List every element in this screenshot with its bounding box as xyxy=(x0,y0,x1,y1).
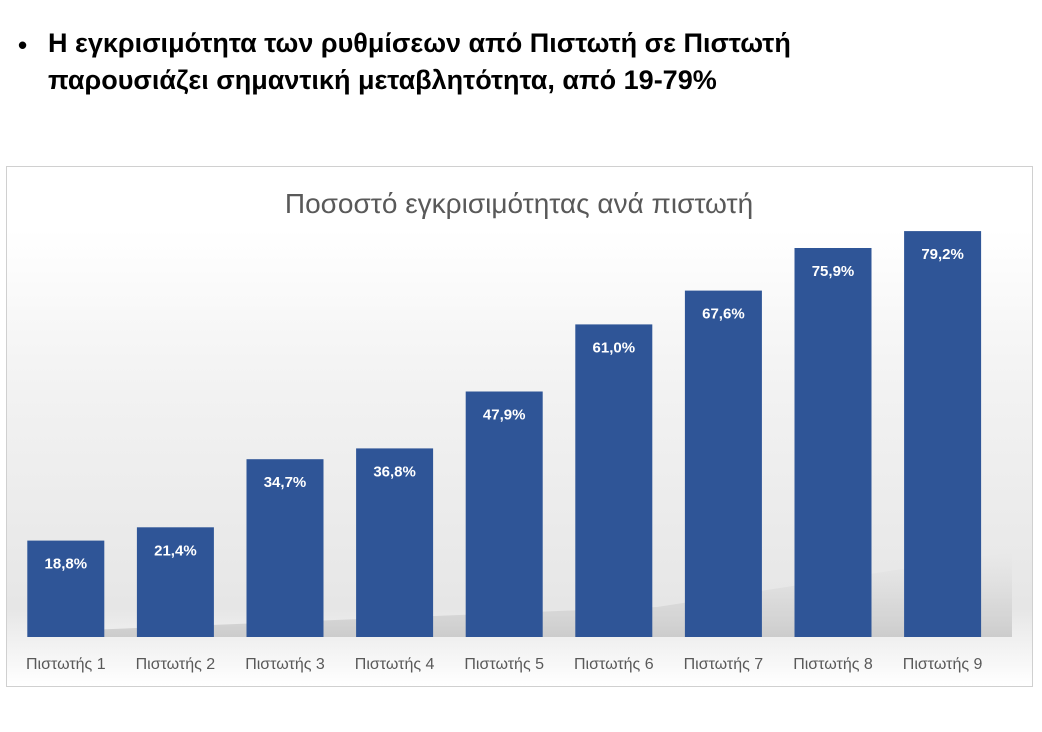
category-label-7: Πιστωτής 7 xyxy=(684,656,764,673)
bar-chart: Ποσοστό εγκρισιμότητας ανά πιστωτή 18,8%… xyxy=(26,188,1012,673)
data-label-5: 47,9% xyxy=(483,407,526,424)
category-label-8: Πιστωτής 8 xyxy=(793,656,873,673)
category-label-5: Πιστωτής 5 xyxy=(464,656,544,673)
data-label-1: 18,8% xyxy=(45,556,88,573)
bar-6 xyxy=(575,324,653,637)
category-label-2: Πιστωτής 2 xyxy=(136,656,216,673)
bar-1 xyxy=(27,540,105,637)
chart-title: Ποσοστό εγκρισιμότητας ανά πιστωτή xyxy=(285,188,753,219)
bullet-text-line-1: Η εγκρισιμότητα των ρυθμίσεων από Πιστωτ… xyxy=(48,28,791,58)
data-label-2: 21,4% xyxy=(154,542,197,559)
bar-8 xyxy=(794,248,872,637)
category-label-9: Πιστωτής 9 xyxy=(903,656,983,673)
bar-3 xyxy=(246,459,324,637)
bar-9 xyxy=(904,231,982,637)
chart-area: Ποσοστό εγκρισιμότητας ανά πιστωτή 18,8%… xyxy=(6,166,1033,687)
data-label-4: 36,8% xyxy=(373,463,416,480)
data-label-3: 34,7% xyxy=(264,474,307,491)
data-label-6: 61,0% xyxy=(593,339,636,356)
data-labels-group: 18,8% 21,4% 34,7% 36,8% 47,9% 61,0% 67,6% 75,9%… xyxy=(45,246,964,572)
bullet-dot: • xyxy=(18,30,28,60)
bar-2 xyxy=(136,527,214,637)
data-label-8: 75,9% xyxy=(812,263,855,280)
category-label-4: Πιστωτής 4 xyxy=(355,656,435,673)
category-label-1: Πιστωτής 1 xyxy=(26,656,106,673)
bar-7 xyxy=(684,290,762,637)
bullet-text-line-2: παρουσιάζει σημαντική μεταβλητότητα, από… xyxy=(48,65,717,95)
bars-group xyxy=(27,231,982,637)
category-label-3: Πιστωτής 3 xyxy=(245,656,325,673)
bar-5 xyxy=(465,391,543,637)
bar-4 xyxy=(356,448,434,637)
floor-shadow xyxy=(37,552,1012,637)
data-label-7: 67,6% xyxy=(702,306,745,323)
category-label-6: Πιστωτής 6 xyxy=(574,656,654,673)
data-label-9: 79,2% xyxy=(921,246,964,263)
category-labels-group: Πιστωτής 1 Πιστωτής 2 Πιστωτής 3 Πιστωτής 4… xyxy=(26,656,983,673)
